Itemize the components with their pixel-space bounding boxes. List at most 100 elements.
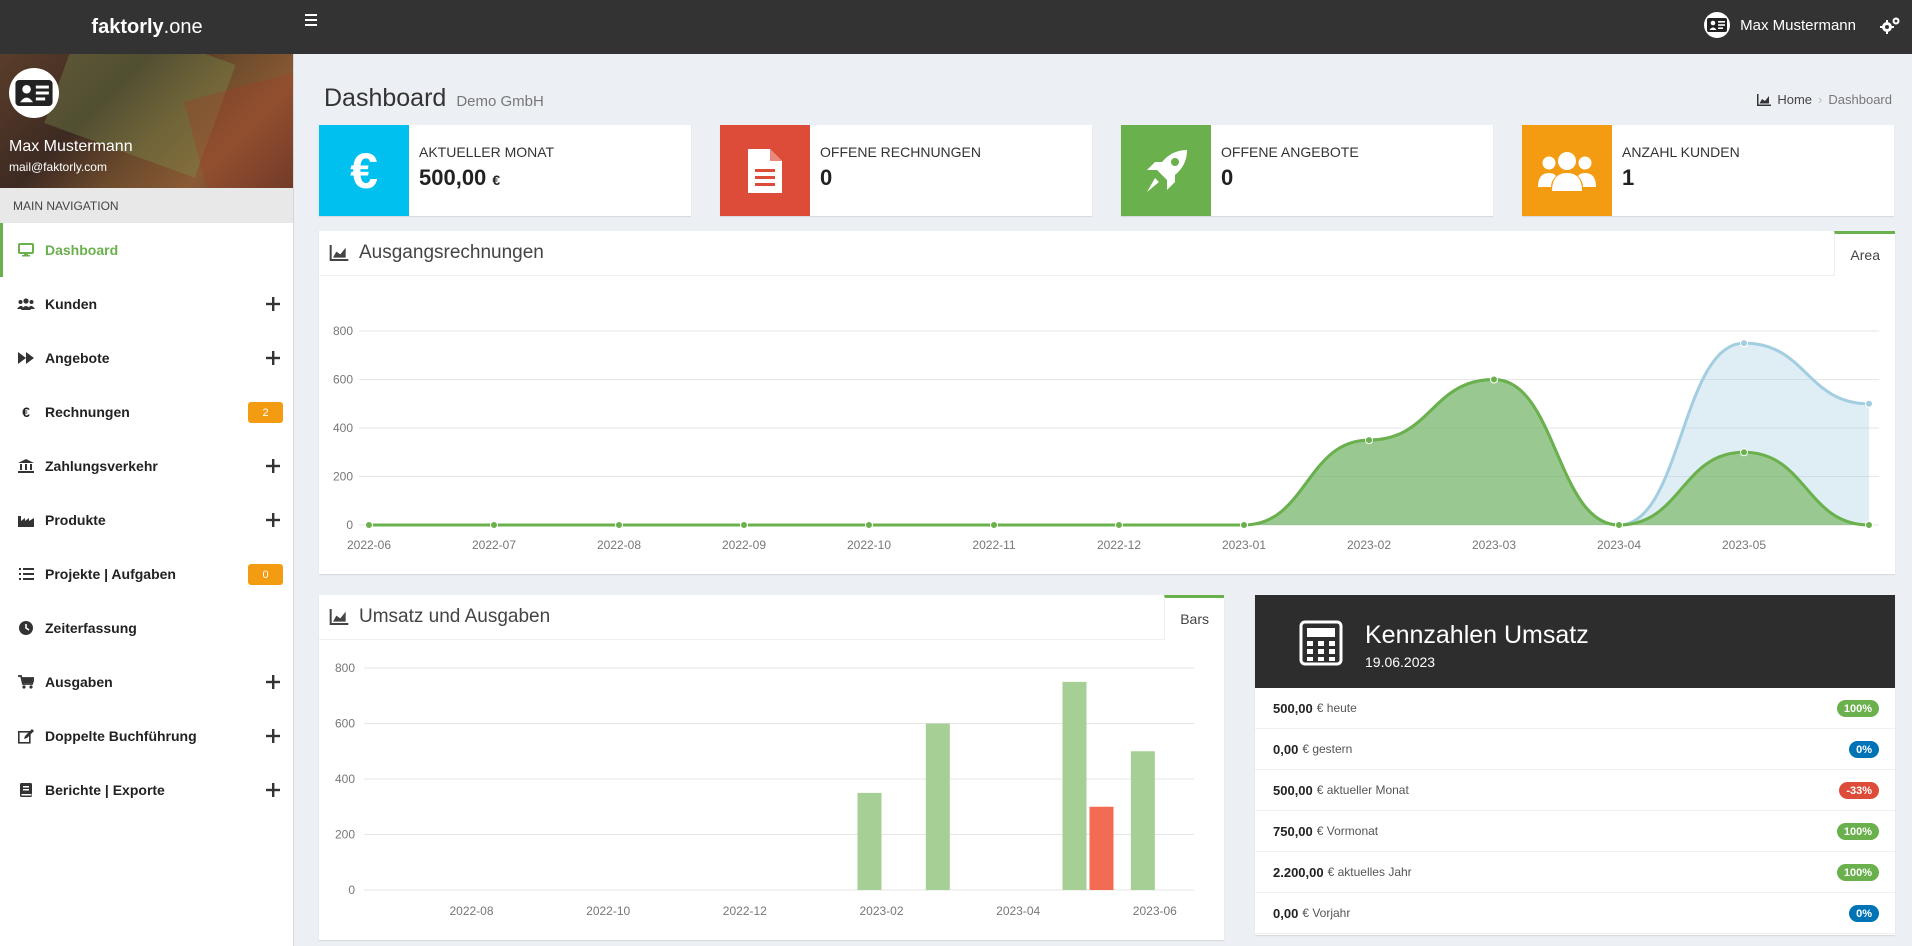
sidebar-item-angebote[interactable]: Angebote — [0, 331, 293, 385]
breadcrumb-home[interactable]: Home — [1777, 92, 1813, 107]
infobox-value: 1 — [1622, 165, 1635, 190]
app-logo[interactable]: faktorly .one — [0, 0, 294, 54]
rechnungen-count-badge: 2 — [248, 402, 283, 423]
kennzahl-row: 2.200,00 € aktuelles Jahr 100% — [1255, 852, 1895, 893]
data-point — [1865, 521, 1873, 529]
x-tick-label: 2023-05 — [1722, 538, 1766, 552]
sidebar-toggle-menu-icon[interactable] — [305, 8, 325, 32]
kennzahl-value: 2.200,00 — [1273, 864, 1324, 880]
area-chart-icon — [329, 245, 349, 261]
kennzahl-row: 0,00 € Vorjahr 0% — [1255, 893, 1895, 934]
data-point — [740, 521, 748, 529]
rocket-icon — [1121, 125, 1211, 216]
kennzahl-value: 500,00 — [1273, 700, 1313, 716]
factory-icon — [16, 512, 36, 528]
ausgangsrechnungen-box: Ausgangsrechnungen Area 0 200 400 600 800 202… — [319, 231, 1895, 574]
y-tick-label: 800 — [333, 324, 353, 338]
bank-icon — [16, 458, 36, 474]
breadcrumb-separator: › — [1818, 92, 1823, 107]
plus-icon[interactable] — [263, 510, 283, 530]
x-tick-label: 2023-06 — [1133, 904, 1177, 918]
area-chart: 0 200 400 600 800 2022-06 2022-07 2022-08 2022-0… — [333, 324, 1879, 552]
y-tick-label: 600 — [335, 717, 355, 731]
area-chart-icon — [329, 609, 349, 625]
bar — [1089, 806, 1114, 890]
series-line — [369, 377, 1870, 527]
x-tick-label: 2022-08 — [449, 904, 493, 918]
sidebar-item-rechnungen[interactable]: € Rechnungen 2 — [0, 385, 293, 439]
x-tick-label: 2023-04 — [996, 904, 1040, 918]
page-title: Dashboard — [324, 84, 447, 112]
kennzahl-row: 500,00 € aktueller Monat -33% — [1255, 770, 1895, 811]
data-point — [1740, 339, 1748, 348]
x-tick-label: 2023-02 — [859, 904, 903, 918]
sidebar-item-label: Rechnungen — [45, 404, 130, 420]
plus-icon[interactable] — [263, 294, 283, 314]
monitor-icon — [16, 242, 36, 258]
euro-icon: € — [319, 125, 409, 216]
infobox-anzahl-kunden: Anzahl Kunden 1 — [1522, 125, 1894, 216]
plus-icon[interactable] — [263, 456, 283, 476]
kennzahlen-title: Kennzahlen Umsatz — [1365, 621, 1589, 649]
kennzahl-row: 750,00 € Vormonat 100% — [1255, 811, 1895, 852]
sidebar-item-label: Angebote — [45, 350, 110, 366]
user-panel: Max Mustermann mail@faktorly.com — [0, 54, 293, 188]
plus-icon[interactable] — [263, 672, 283, 692]
kennzahl-label: € aktuelles Jahr — [1327, 865, 1412, 879]
users-icon — [16, 296, 36, 312]
sidebar-item-dashboard[interactable]: Dashboard — [0, 223, 293, 277]
bar — [1130, 751, 1155, 890]
sidebar-item-zahlungsverkehr[interactable]: Zahlungsverkehr — [0, 439, 293, 493]
euro-icon: € — [22, 404, 30, 420]
infobox-value: 0 — [1221, 165, 1234, 190]
plus-icon[interactable] — [263, 726, 283, 746]
avatar-id-card-icon — [1704, 12, 1731, 38]
data-point — [865, 521, 873, 529]
data-point — [1865, 399, 1873, 408]
plus-icon[interactable] — [263, 348, 283, 368]
sidebar-item-zeiterfassung[interactable]: Zeiterfassung — [0, 601, 293, 655]
sidebar-item-kunden[interactable]: Kunden — [0, 277, 293, 331]
y-tick-label: 600 — [333, 373, 353, 387]
sidebar-item-ausgaben[interactable]: Ausgaben — [0, 655, 293, 709]
box-title: Umsatz und Ausgaben — [359, 606, 551, 627]
kennzahl-value: 0,00 — [1273, 741, 1299, 757]
x-tick-label: 2023-03 — [1472, 538, 1516, 552]
series-area — [369, 343, 1869, 525]
kennzahl-row: 0,00 € gestern 0% — [1255, 729, 1895, 770]
tab-area[interactable]: Area — [1834, 231, 1895, 276]
kennzahl-percent-badge: 100% — [1836, 823, 1879, 840]
kennzahl-percent-badge: 100% — [1836, 700, 1879, 717]
sidebar-item-label: Berichte | Exporte — [45, 782, 165, 798]
tab-bars[interactable]: Bars — [1164, 595, 1224, 640]
gears-icon[interactable] — [1878, 14, 1902, 38]
series-area — [369, 379, 1869, 525]
page-header: Dashboard Demo GmbH — [324, 84, 544, 113]
data-point — [1740, 448, 1748, 457]
breadcrumb-current: Dashboard — [1828, 92, 1892, 107]
sidebar-item-doppelte-buchfuehrung[interactable]: Doppelte Buchführung — [0, 709, 293, 763]
sidebar-item-projekte-aufgaben[interactable]: Projekte | Aufgaben 0 — [0, 547, 293, 601]
x-tick-label: 2022-07 — [472, 538, 516, 552]
top-user-menu[interactable]: Max Mustermann — [1704, 12, 1856, 38]
sidebar-item-berichte-exporte[interactable]: Berichte | Exporte — [0, 763, 293, 817]
y-tick-label: 0 — [348, 883, 355, 897]
page-subtitle: Demo GmbH — [456, 93, 544, 110]
x-tick-label: 2022-08 — [597, 538, 641, 552]
plus-icon[interactable] — [263, 780, 283, 800]
data-point — [1240, 521, 1248, 529]
cart-icon — [16, 674, 36, 690]
users-icon — [1522, 125, 1612, 216]
sidebar-item-produkte[interactable]: Produkte — [0, 493, 293, 547]
data-point — [1115, 521, 1123, 529]
top-navbar: faktorly .one Max Mustermann — [0, 0, 1912, 54]
box-header: Umsatz und Ausgaben — [319, 595, 1224, 640]
document-icon — [720, 125, 810, 216]
infobox-offene-rechnungen: Offene Rechnungen 0 — [720, 125, 1092, 216]
nav-header: MAIN NAVIGATION — [0, 188, 293, 223]
sidebar-item-label: Kunden — [45, 296, 98, 312]
sidebar-item-label: Produkte — [45, 512, 106, 528]
y-tick-label: 200 — [335, 828, 355, 842]
x-tick-label: 2022-11 — [972, 538, 1015, 552]
x-tick-label: 2022-09 — [722, 538, 766, 552]
